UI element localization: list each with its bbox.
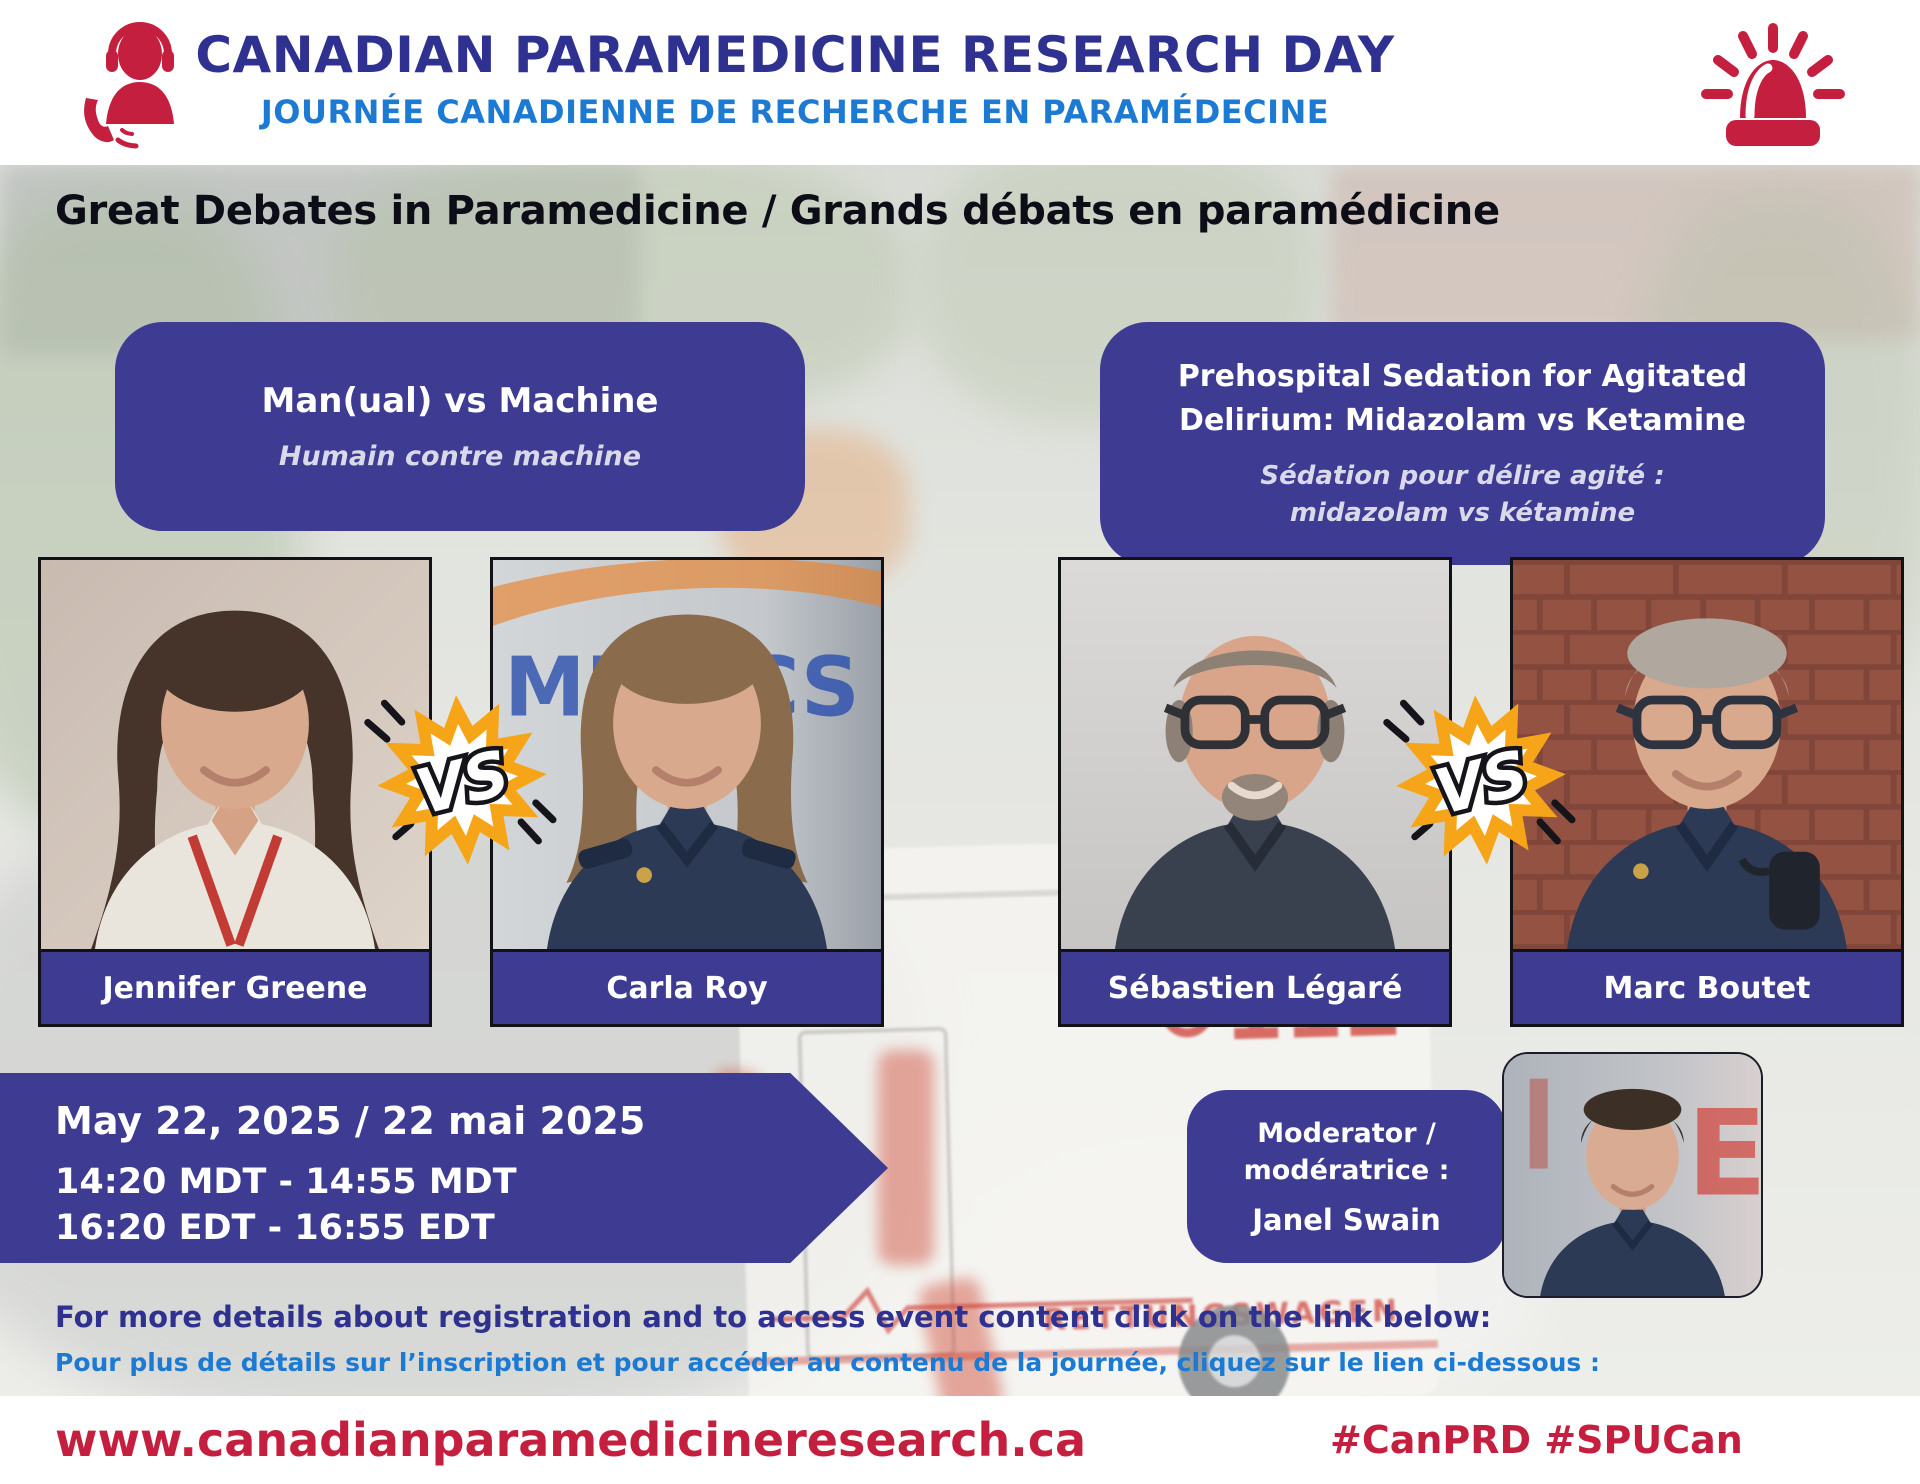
moderator-label-en: Moderator / xyxy=(1257,1118,1436,1150)
headset-agent-icon xyxy=(84,22,174,149)
event-subtitle-fr: JOURNÉE CANADIENNE DE RECHERCHE EN PARAM… xyxy=(260,93,1330,131)
debate-1-title: Man(ual) vs Machine xyxy=(262,381,659,421)
footer-band: www.canadianparamedicineresearch.ca #Can… xyxy=(0,1396,1920,1484)
details-line-fr: Pour plus de détails sur l’inscription e… xyxy=(55,1348,1600,1377)
debate-2-subtitle-line: Sédation pour délire agité : xyxy=(1260,461,1665,492)
debate-1-subtitle-fr: Humain contre machine xyxy=(279,441,641,472)
event-time-mdt: 14:20 MDT - 14:55 MDT xyxy=(55,1162,517,1202)
siren-icon xyxy=(1701,23,1845,146)
header-titles: CANADIAN PARAMEDICINE RESEARCH DAY JOURN… xyxy=(180,26,1410,131)
website-url: www.canadianparamedicineresearch.ca xyxy=(55,1413,1087,1467)
portrait-carla-roy: MEDICS xyxy=(493,560,881,949)
hashtags: #CanPRD #SPUCan xyxy=(1330,1418,1743,1462)
background-building-right xyxy=(1330,165,1920,340)
speaker-card-jennifer-greene: Jennifer Greene xyxy=(38,557,432,1027)
debate-2-subtitle-line: midazolam vs kétamine xyxy=(1289,498,1636,528)
section-heading: Great Debates in Paramedicine / Grands d… xyxy=(55,188,1500,234)
moderator-card: Moderator / modératrice : Janel Swain xyxy=(1187,1090,1506,1263)
debate-1-subtitle-line: Humain contre machine xyxy=(278,441,642,472)
background-paramedic-figure xyxy=(878,1050,934,1265)
portrait-jennifer-greene xyxy=(41,560,429,949)
vs-badge: VS xyxy=(1374,673,1587,886)
speaker-name: Carla Roy xyxy=(493,949,881,1024)
details-line-en: For more details about registration and … xyxy=(55,1300,1492,1334)
portrait-janel-swain: E xyxy=(1502,1052,1763,1298)
debate-2-title-line: Delirium: Midazolam vs Ketamine xyxy=(1179,402,1746,438)
header-band: CANADIAN PARAMEDICINE RESEARCH DAY JOURN… xyxy=(0,0,1920,165)
date-banner: May 22, 2025 / 22 mai 2025 14:20 MDT - 1… xyxy=(0,1073,888,1263)
background-ambulance: FEUERWEHR 112 RETTUNGSWAGEN xyxy=(734,834,1440,1412)
speaker-name: Jennifer Greene xyxy=(41,949,429,1024)
vs-badge: VS xyxy=(355,673,568,886)
debate-2-title: Prehospital Sedation for Agitated Deliri… xyxy=(1178,355,1747,442)
portrait-marc-boutet xyxy=(1513,560,1901,949)
debate-2-title-line: Prehospital Sedation for Agitated xyxy=(1177,359,1748,395)
speaker-name: Marc Boutet xyxy=(1513,949,1901,1024)
debate-topic-card-2: Prehospital Sedation for Agitated Deliri… xyxy=(1100,322,1825,565)
photo-bg-text-e: E xyxy=(1686,1084,1761,1222)
ecg-line-icon xyxy=(772,1286,1193,1335)
speaker-card-carla-roy: MEDICS Carla Roy xyxy=(490,557,884,1027)
debate-2-subtitle-fr: Sédation pour délire agité : midazolam v… xyxy=(1260,458,1664,532)
speaker-card-marc-boutet: Marc Boutet xyxy=(1510,557,1904,1027)
event-title: CANADIAN PARAMEDICINE RESEARCH DAY xyxy=(195,26,1395,84)
event-date: May 22, 2025 / 22 mai 2025 xyxy=(55,1099,646,1143)
portrait-sebastien-legare xyxy=(1061,560,1449,949)
speaker-card-sebastien-legare: Sébastien Légaré xyxy=(1058,557,1452,1027)
event-time-edt: 16:20 EDT - 16:55 EDT xyxy=(55,1208,495,1249)
debate-1-title-line: Man(ual) vs Machine xyxy=(261,381,659,421)
moderator-name: Janel Swain xyxy=(1252,1202,1441,1237)
moderator-label-fr: modératrice : xyxy=(1243,1154,1450,1186)
debate-topic-card-1: Man(ual) vs Machine Humain contre machin… xyxy=(115,322,805,531)
speaker-name: Sébastien Légaré xyxy=(1061,949,1449,1024)
